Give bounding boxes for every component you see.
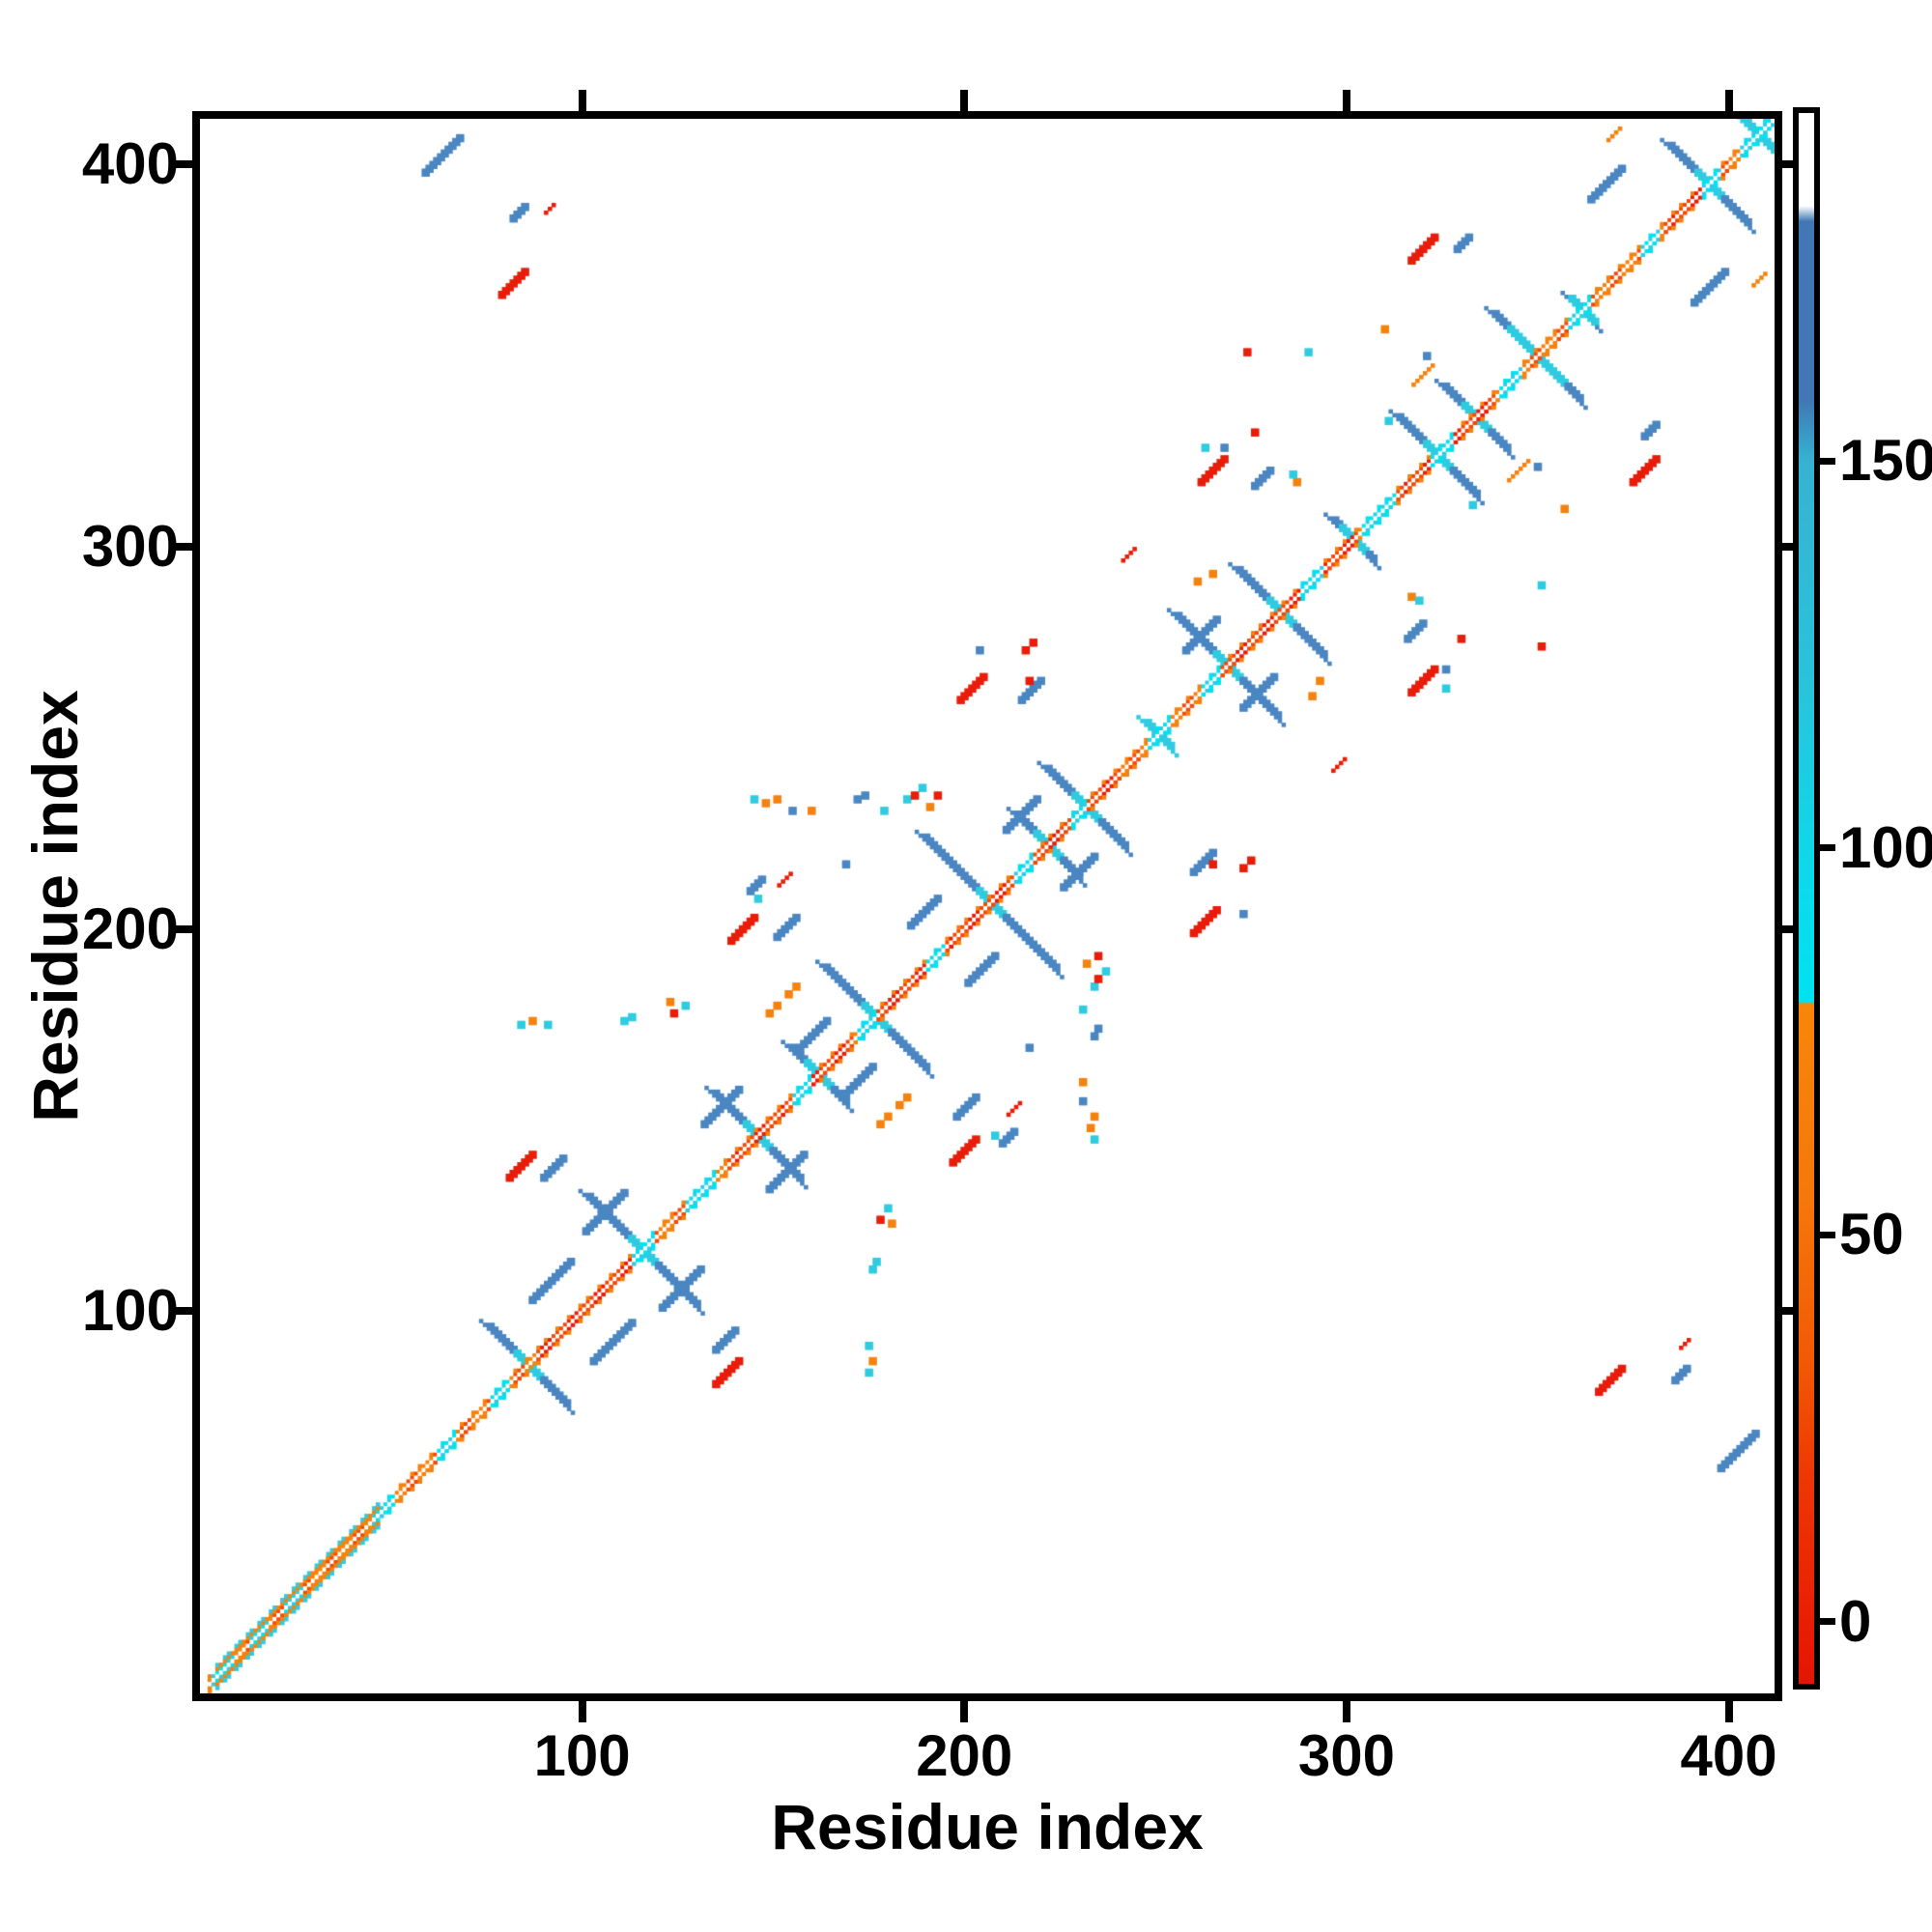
contact-map-canvas	[200, 119, 1775, 1693]
y-axis-tick	[171, 543, 192, 552]
y-axis-tick	[171, 924, 192, 933]
x-axis-tick-top	[578, 90, 586, 111]
plot-frame	[192, 111, 1782, 1701]
colorbar-tick	[1820, 1231, 1835, 1238]
x-axis-tick-top	[1724, 90, 1733, 111]
y-axis-tick	[171, 1307, 192, 1316]
colorbar-tick-label: 150	[1839, 428, 1932, 494]
colorbar-frame	[1793, 107, 1820, 1690]
y-axis-title: Residue index	[19, 690, 91, 1122]
x-axis-tick	[1724, 1701, 1733, 1722]
y-axis-tick-label: 300	[81, 514, 179, 580]
y-axis-tick-label: 400	[81, 131, 179, 197]
colorbar-gradient	[1799, 113, 1814, 1684]
x-axis-tick	[578, 1701, 586, 1722]
x-axis-tick-top	[960, 90, 969, 111]
x-axis-tick-label: 100	[533, 1723, 631, 1788]
y-axis-tick-label: 100	[81, 1278, 179, 1344]
colorbar-tick-label: 100	[1839, 814, 1932, 880]
y-axis-tick-label: 200	[81, 895, 179, 961]
x-axis-tick-label: 300	[1297, 1723, 1395, 1788]
colorbar-tick	[1820, 844, 1835, 852]
x-axis-tick-label: 200	[916, 1723, 1013, 1788]
x-axis-tick	[960, 1701, 969, 1722]
x-axis-tick	[1342, 1701, 1350, 1722]
x-axis-title: Residue index	[771, 1791, 1204, 1862]
colorbar-tick-label: 50	[1839, 1202, 1904, 1267]
colorbar-tick	[1820, 457, 1835, 465]
colorbar-tick	[1820, 1618, 1835, 1626]
x-axis-tick-top	[1342, 90, 1350, 111]
colorbar-tick-label: 0	[1839, 1588, 1872, 1654]
x-axis-tick-label: 400	[1680, 1723, 1777, 1788]
y-axis-tick	[171, 160, 192, 169]
